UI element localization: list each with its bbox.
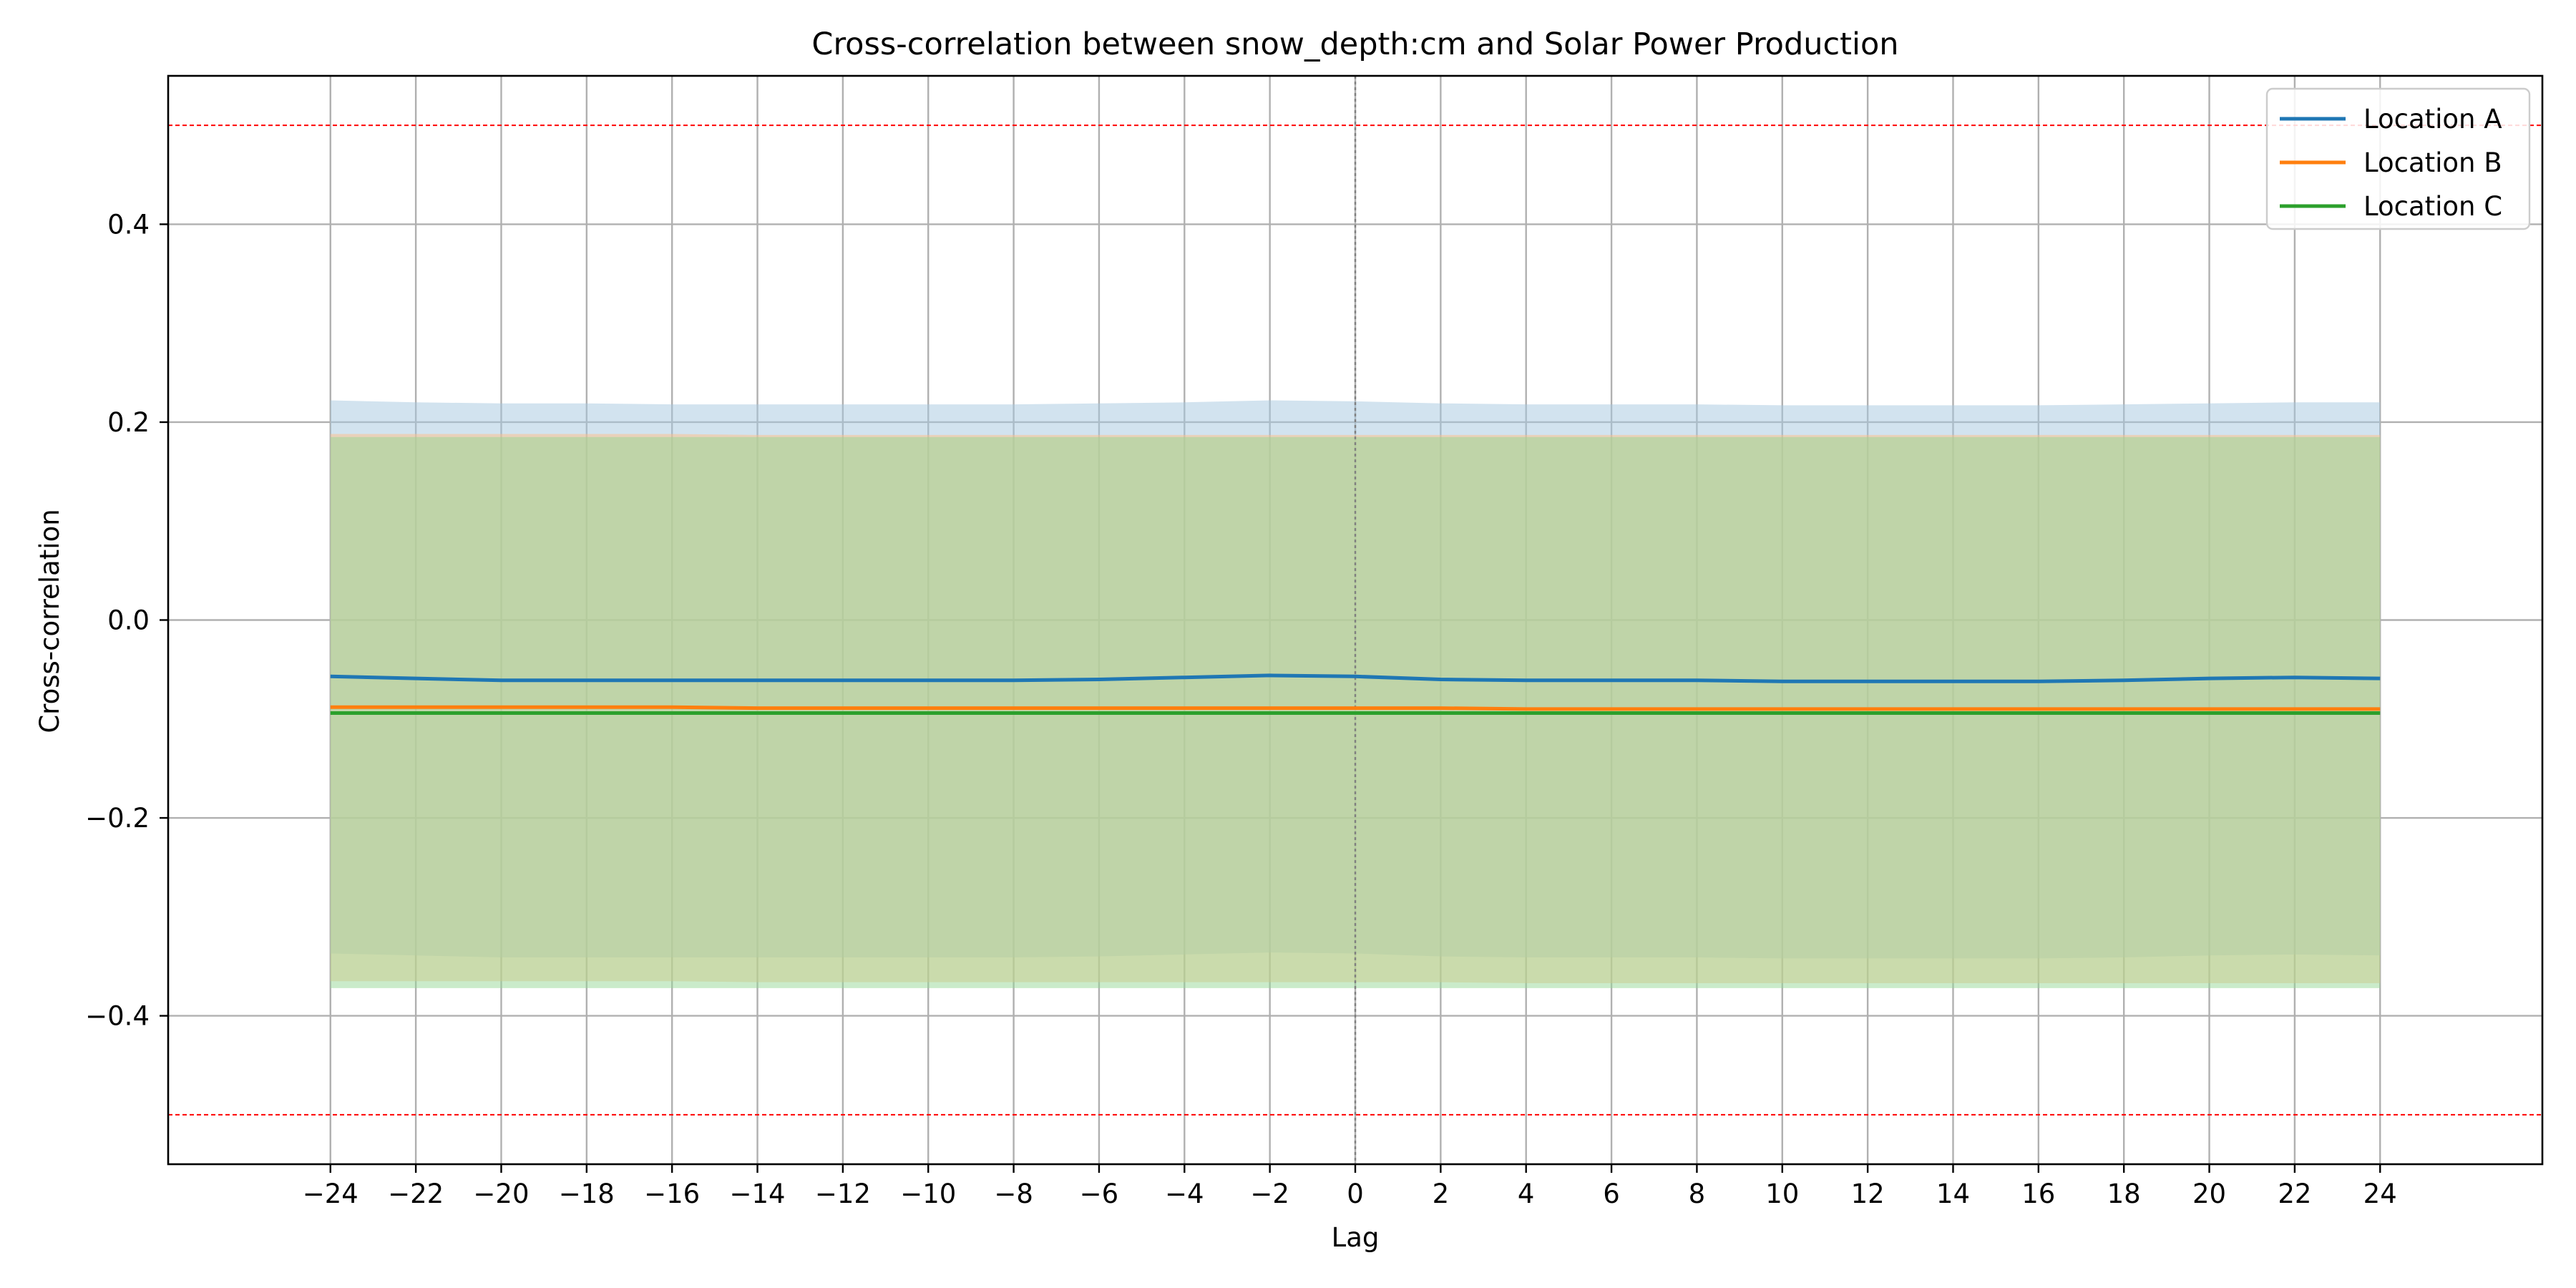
x-tick-label: −16	[644, 1179, 700, 1209]
x-tick-label: −12	[815, 1179, 871, 1209]
x-tick-label: −8	[994, 1179, 1033, 1209]
x-tick-label: 14	[1936, 1179, 1970, 1209]
legend-label-1: Location A	[2363, 104, 2502, 135]
x-tick-label: 22	[2278, 1179, 2311, 1209]
x-tick-label: −22	[388, 1179, 444, 1209]
x-tick-label: −2	[1250, 1179, 1289, 1209]
y-axis-label: Cross-correlation	[34, 509, 65, 733]
x-tick-label: −4	[1165, 1179, 1204, 1209]
x-tick-label: −18	[559, 1179, 615, 1209]
x-tick-label: 16	[2021, 1179, 2055, 1209]
legend-label-3: Location C	[2363, 191, 2502, 222]
x-tick-label: −24	[303, 1179, 358, 1209]
legend-box	[2265, 87, 2531, 230]
y-tick-label: −0.2	[85, 803, 150, 834]
x-tick-label: 0	[1347, 1179, 1364, 1209]
y-tick-label: 0.2	[107, 407, 150, 438]
y-tick-label: 0.4	[107, 209, 150, 240]
x-axis-label: Lag	[1332, 1222, 1380, 1253]
x-tick-label: 20	[2192, 1179, 2226, 1209]
x-tick-label: 12	[1851, 1179, 1885, 1209]
x-tick-label: 24	[2363, 1179, 2397, 1209]
x-tick-label: 10	[1765, 1179, 1799, 1209]
x-tick-label: −20	[473, 1179, 529, 1209]
x-tick-label: 2	[1433, 1179, 1450, 1209]
x-tick-label: −14	[729, 1179, 785, 1209]
series-line-2	[330, 705, 2381, 711]
legend-label-2: Location B	[2363, 147, 2502, 178]
chart-title: Cross-correlation between snow_depth:cm …	[811, 26, 1898, 62]
x-tick-label: 18	[2107, 1179, 2141, 1209]
y-tick-label: −0.4	[85, 1001, 150, 1032]
series-line-1	[330, 673, 2381, 683]
x-tick-label: 6	[1603, 1179, 1620, 1209]
x-tick-label: −6	[1080, 1179, 1119, 1209]
x-tick-label: 8	[1689, 1179, 1706, 1209]
x-tick-label: −10	[900, 1179, 956, 1209]
y-tick-label: 0.0	[107, 605, 150, 636]
x-tick-label: 4	[1518, 1179, 1535, 1209]
legend: Location A Location B Location C	[2265, 87, 2531, 230]
